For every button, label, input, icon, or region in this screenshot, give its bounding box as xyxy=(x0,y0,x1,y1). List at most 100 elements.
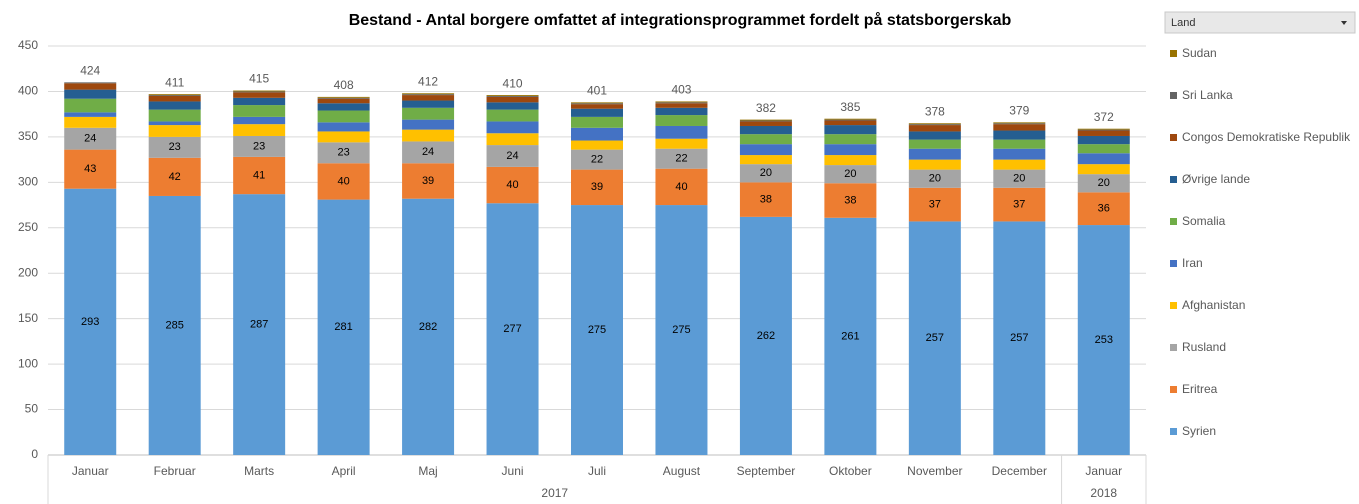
bar-segment xyxy=(993,159,1046,170)
total-label: 372 xyxy=(1094,110,1114,124)
bar-segment xyxy=(655,148,708,169)
value-label: 262 xyxy=(757,330,775,342)
bar-segment xyxy=(1077,129,1130,131)
value-label: 24 xyxy=(506,150,518,162)
total-label: 379 xyxy=(1009,104,1029,118)
bar-segment xyxy=(233,124,286,136)
bar-segment xyxy=(148,136,201,158)
bar-segment xyxy=(148,195,201,455)
bar-segment xyxy=(317,142,370,164)
y-tick-label: 350 xyxy=(18,129,38,143)
value-label: 277 xyxy=(503,323,521,335)
legend-label[interactable]: Iran xyxy=(1182,256,1203,270)
value-label: 40 xyxy=(675,181,687,193)
filter-arrow[interactable] xyxy=(1341,21,1347,25)
legend-label[interactable]: Afghanistan xyxy=(1182,298,1245,312)
bar-segment xyxy=(64,188,117,455)
bar-segment xyxy=(908,125,961,132)
total-label: 382 xyxy=(756,101,776,115)
total-label: 412 xyxy=(418,74,438,88)
legend-swatch[interactable] xyxy=(1170,176,1177,183)
legend-swatch[interactable] xyxy=(1170,428,1177,435)
total-label: 410 xyxy=(503,76,523,90)
legend-swatch[interactable] xyxy=(1170,386,1177,393)
bar-segment xyxy=(148,95,201,102)
bar-segment xyxy=(824,217,877,455)
value-label: 43 xyxy=(84,163,96,175)
bar-segment xyxy=(64,82,117,84)
bar-segment xyxy=(908,148,961,160)
legend-swatch[interactable] xyxy=(1170,344,1177,351)
total-label: 385 xyxy=(840,100,860,114)
legend-swatch[interactable] xyxy=(1170,218,1177,225)
filter-box[interactable] xyxy=(1164,11,1356,34)
bar-segment xyxy=(739,119,792,121)
bar-segment xyxy=(824,118,877,120)
bar-segment xyxy=(148,101,201,110)
bar-segment xyxy=(402,94,455,96)
bar-segment xyxy=(402,163,455,199)
bar-segment xyxy=(233,91,286,93)
bar-segment xyxy=(739,121,792,126)
bar-segment xyxy=(993,124,1046,131)
x-tick-label: Marts xyxy=(244,464,274,478)
value-label: 281 xyxy=(334,321,352,333)
legend-label[interactable]: Sudan xyxy=(1182,46,1217,60)
legend-label[interactable]: Sri Lanka xyxy=(1182,88,1233,102)
bar-segment xyxy=(655,115,708,126)
bar-segment xyxy=(148,125,201,137)
bar-segment xyxy=(233,90,286,92)
legend-swatch[interactable] xyxy=(1170,260,1177,267)
bar-segment xyxy=(1077,192,1130,226)
x-tick-label: April xyxy=(332,464,356,478)
legend-label[interactable]: Eritrea xyxy=(1182,382,1218,396)
bar-segment xyxy=(571,149,623,170)
total-label: 424 xyxy=(80,64,100,78)
bar-segment xyxy=(824,165,877,184)
bar-segment xyxy=(402,93,455,95)
legend-label[interactable]: Congos Demokratiske Republik xyxy=(1182,130,1351,144)
value-label: 36 xyxy=(1098,203,1110,215)
legend-label[interactable]: Somalia xyxy=(1182,214,1226,228)
legend-swatch[interactable] xyxy=(1170,302,1177,309)
bar-segment xyxy=(486,95,539,96)
x-tick-label: Maj xyxy=(418,464,437,478)
bar-segment xyxy=(317,98,370,104)
legend-swatch[interactable] xyxy=(1170,50,1177,57)
bar-segment xyxy=(402,129,455,142)
bar-segment xyxy=(571,104,623,109)
bar-segment xyxy=(317,199,370,455)
legend-label[interactable]: Syrien xyxy=(1182,424,1216,438)
legend-swatch[interactable] xyxy=(1170,92,1177,99)
bar-segment xyxy=(317,122,370,132)
bar-segment xyxy=(1077,174,1130,193)
bar-segment xyxy=(317,103,370,111)
bar-segment xyxy=(571,205,623,455)
bar-segment xyxy=(486,203,539,455)
bar-segment xyxy=(824,134,877,145)
bar-segment xyxy=(233,92,286,98)
group-label: 2017 xyxy=(541,486,568,500)
y-tick-label: 250 xyxy=(18,220,38,234)
bar-segment xyxy=(486,95,539,97)
x-tick-label: Oktober xyxy=(829,464,872,478)
bar-segment xyxy=(148,95,201,96)
bar-segment xyxy=(824,120,877,126)
x-tick-label: Januar xyxy=(1085,464,1122,478)
bar-segment xyxy=(317,96,370,98)
legend-filter[interactable]: Land xyxy=(1164,11,1356,34)
legend-label[interactable]: Rusland xyxy=(1182,340,1226,354)
bar-segment xyxy=(148,109,201,122)
legend-swatch[interactable] xyxy=(1170,134,1177,141)
bar-segment xyxy=(571,169,623,206)
filter-label[interactable]: Land xyxy=(1171,17,1195,29)
legend-label[interactable]: Øvrige lande xyxy=(1182,172,1250,186)
bar-segment xyxy=(571,140,623,150)
bar-segment xyxy=(233,156,286,195)
bar-segment xyxy=(908,221,961,455)
bar-segment xyxy=(908,159,961,170)
value-label: 20 xyxy=(929,173,941,185)
bar-segment xyxy=(486,102,539,110)
bar-segment xyxy=(993,130,1046,140)
bar-segment xyxy=(655,103,708,108)
